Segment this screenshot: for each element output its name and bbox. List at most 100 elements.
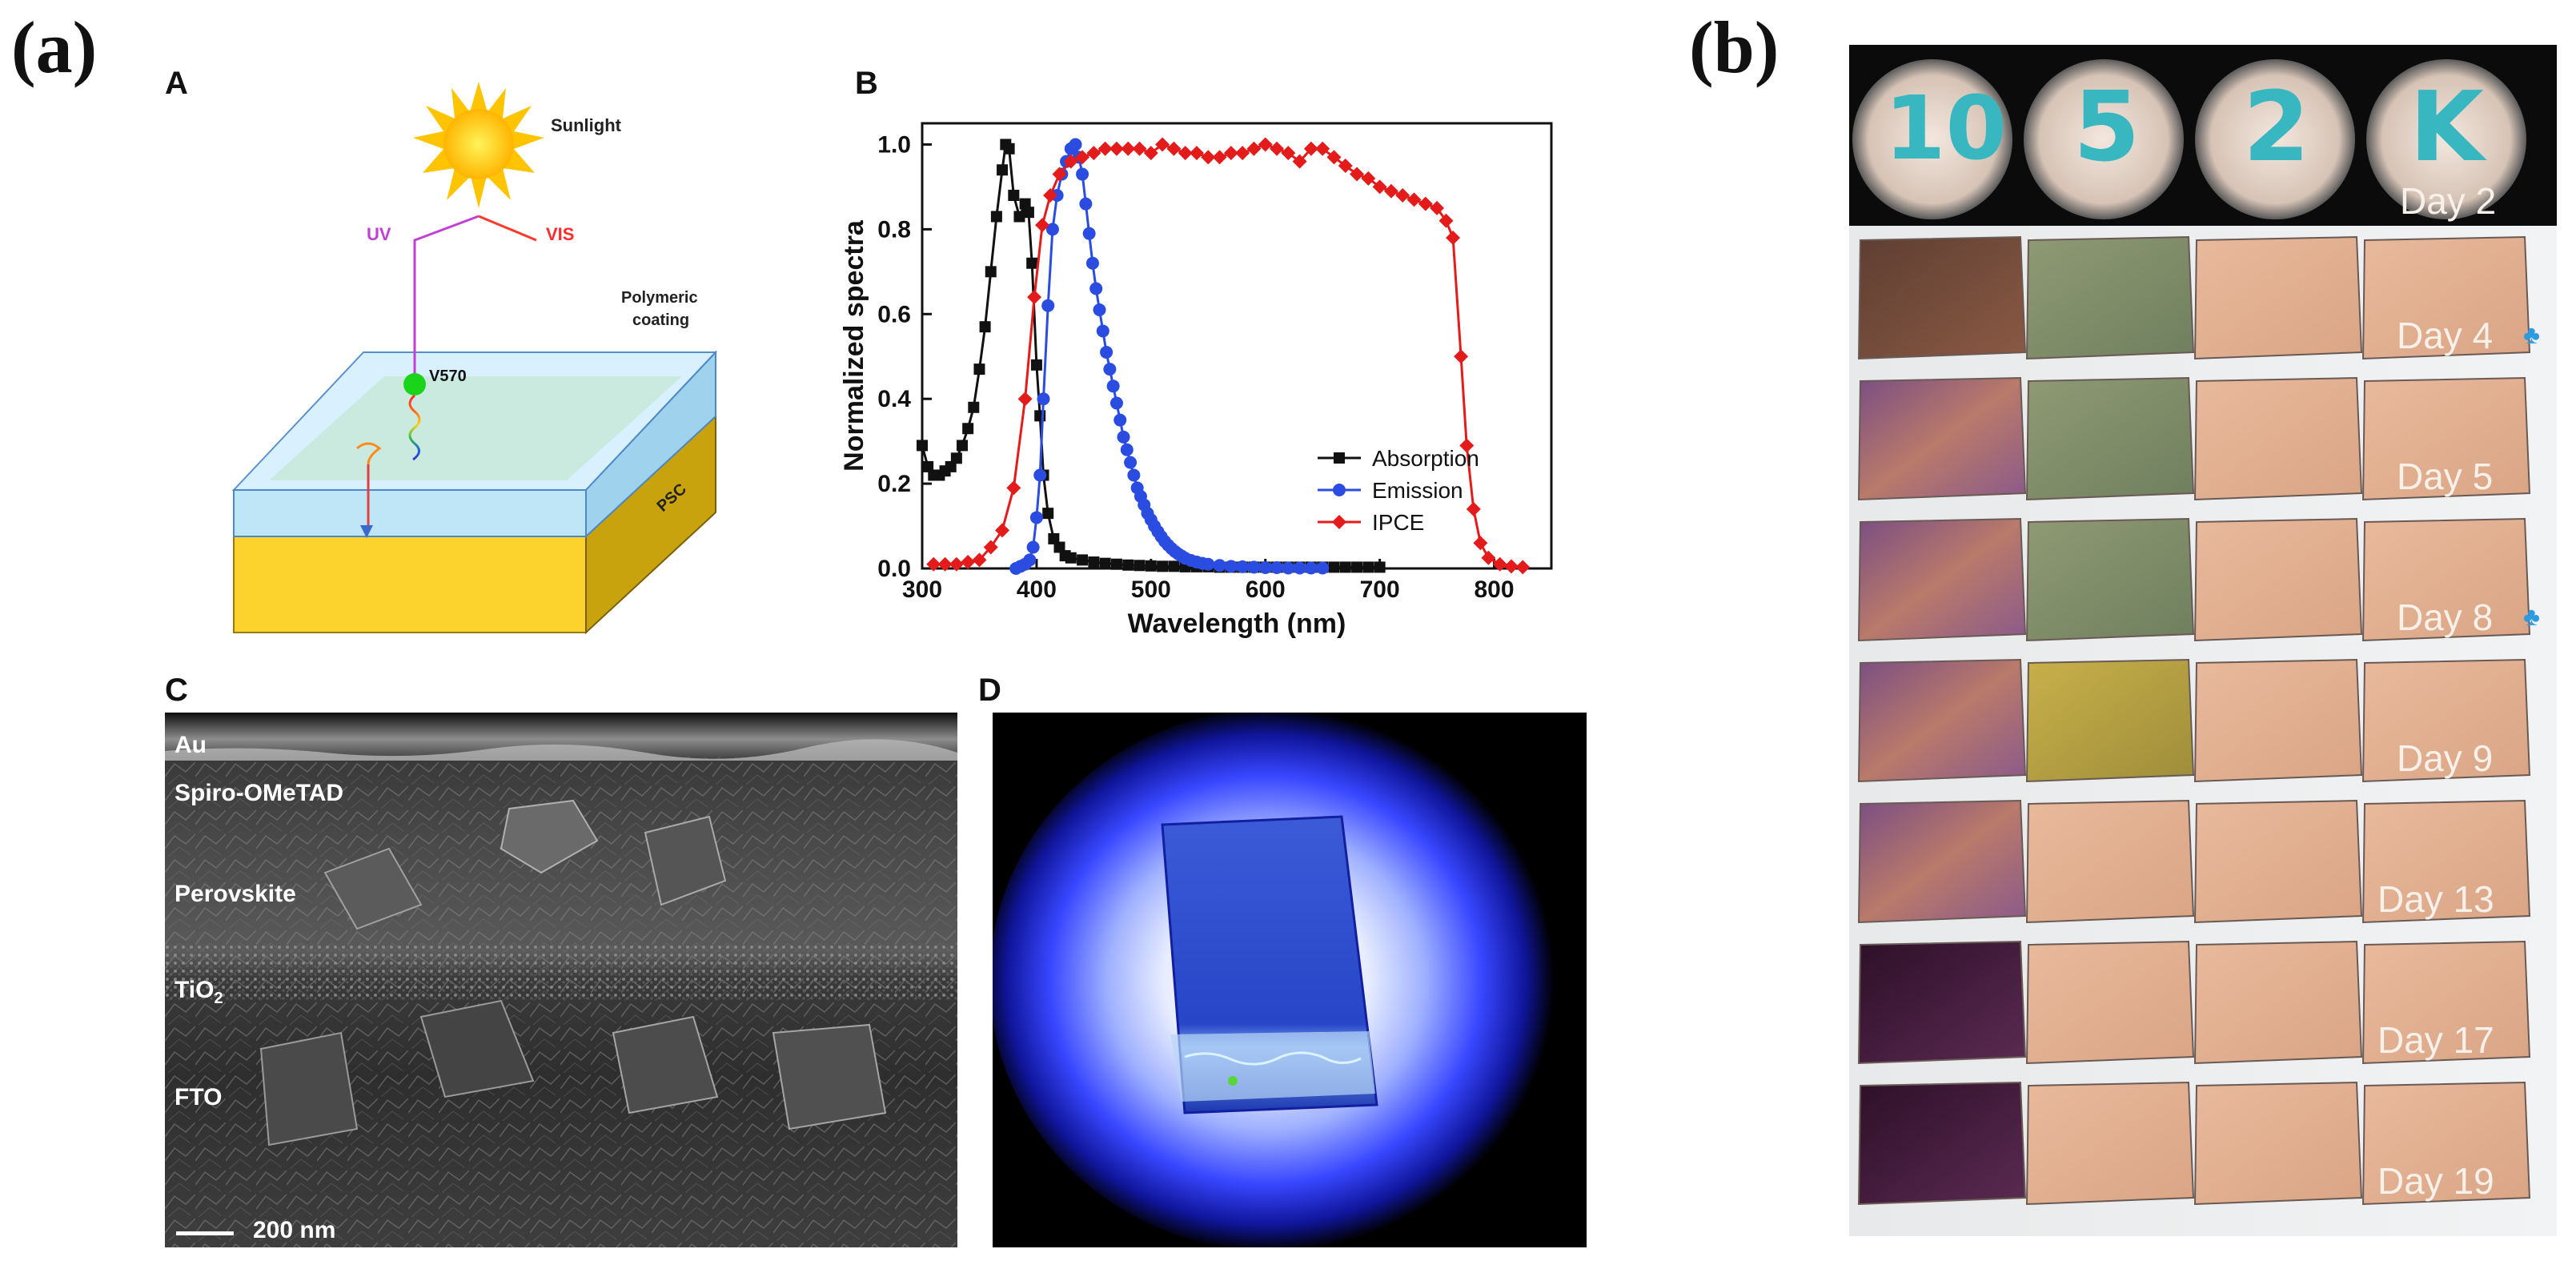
absorption-point xyxy=(1351,561,1363,573)
ipce-point xyxy=(1178,146,1193,161)
x-axis-label: Wavelength (nm) xyxy=(1128,608,1346,639)
panel-letter-a: A xyxy=(165,66,188,101)
sample-row xyxy=(1857,1081,2531,1206)
absorption-point xyxy=(1019,198,1031,210)
absorption-point xyxy=(1013,211,1025,223)
absorption-point xyxy=(1048,532,1060,544)
legend-label-emission: Emission xyxy=(1372,478,1463,503)
sample-film xyxy=(2025,658,2195,783)
coating-label-line1: Polymeric xyxy=(621,289,698,307)
ipce-point xyxy=(1155,137,1170,152)
ipce-point xyxy=(1189,146,1204,161)
layer-label-fto: FTO xyxy=(175,1084,223,1110)
ipce-point xyxy=(1418,196,1433,211)
sem-cross-section-image: Au Spiro-OMeTAD Perovskite TiO2 FTO 200 … xyxy=(165,713,957,1247)
ipce-point xyxy=(1132,141,1147,156)
y-tick-label: 0.0 xyxy=(877,556,911,582)
emission-point xyxy=(1029,511,1043,524)
ipce-point xyxy=(1446,230,1461,245)
ipce-point xyxy=(937,556,953,572)
ipce-point xyxy=(1492,556,1507,572)
day-label: Day 13 xyxy=(2377,878,2494,920)
emission-point xyxy=(1113,413,1127,427)
emission-point xyxy=(1213,559,1226,572)
absorption-point xyxy=(1168,560,1180,572)
sample-film xyxy=(2193,517,2363,642)
absorption-point xyxy=(1362,561,1374,573)
ipce-point xyxy=(1454,349,1469,364)
y-tick-label: 0.2 xyxy=(877,471,911,497)
sample-row xyxy=(1857,799,2531,924)
ipce-point xyxy=(1338,158,1353,173)
absorption-point xyxy=(1030,359,1042,371)
ipce-point xyxy=(1043,188,1058,203)
legend-label-ipce: IPCE xyxy=(1372,510,1424,535)
absorption-point xyxy=(1077,554,1089,566)
ipce-point xyxy=(1292,154,1307,169)
sample-row xyxy=(1857,376,2531,501)
day-label-top: Day 2 xyxy=(2400,180,2497,222)
ipce-point xyxy=(1326,150,1342,165)
absorption-point xyxy=(968,401,980,413)
emission-point xyxy=(1258,560,1272,574)
sample-row xyxy=(1857,658,2531,783)
emission-point xyxy=(1124,456,1138,469)
sample-film xyxy=(2025,799,2195,924)
layer-label-tio2: TiO2 xyxy=(175,977,223,1008)
absorption-point xyxy=(1339,561,1351,573)
ipce-point xyxy=(1006,480,1021,496)
sample-film xyxy=(2193,235,2363,360)
ipce-point xyxy=(1052,167,1067,182)
emission-point xyxy=(1082,227,1096,240)
ipce-point xyxy=(1406,192,1422,207)
ipce-point xyxy=(1027,290,1042,305)
ipce-point xyxy=(1383,183,1398,199)
sample-film xyxy=(2361,517,2531,642)
emission-point xyxy=(1079,197,1093,211)
ipce-point xyxy=(1063,154,1078,169)
y-tick-label: 0.8 xyxy=(877,216,911,243)
absorption-point xyxy=(950,452,962,464)
day-label: Day 17 xyxy=(2377,1019,2494,1061)
absorption-point xyxy=(979,321,991,333)
day-label: Day 8 xyxy=(2397,596,2494,638)
sample-film xyxy=(1857,235,2027,360)
emission-point xyxy=(1045,223,1059,236)
sample-film xyxy=(2361,658,2531,783)
emission-line xyxy=(1015,142,1323,570)
ipce-point xyxy=(1097,141,1113,156)
ipce-point xyxy=(1395,188,1410,203)
ipce-point xyxy=(1430,200,1445,215)
ipce-point xyxy=(1086,146,1101,161)
ipce-point xyxy=(995,523,1010,538)
panel-letter-c: C xyxy=(165,673,188,708)
uv-label: UV xyxy=(367,224,391,244)
series-ipce xyxy=(926,137,1531,575)
legend-label-absorption: Absorption xyxy=(1372,446,1479,471)
emission-point xyxy=(1236,560,1250,573)
layer-label-spiro: Spiro-OMeTAD xyxy=(175,780,344,806)
absorption-point xyxy=(1088,556,1100,568)
emission-point xyxy=(1270,560,1284,574)
ipce-point xyxy=(1166,141,1182,156)
absorption-point xyxy=(917,440,928,452)
ipce-point xyxy=(1466,501,1481,516)
ipce-point xyxy=(949,556,964,572)
emission-point xyxy=(1033,468,1047,482)
panel-letter-d: D xyxy=(978,673,1001,708)
sample-film xyxy=(1857,1081,2027,1206)
figure-label-b: (b) xyxy=(1689,6,1780,88)
absorption-point xyxy=(1374,561,1386,573)
series-absorption xyxy=(917,139,1386,573)
absorption-point xyxy=(973,363,985,375)
ipce-point xyxy=(1143,146,1158,161)
absorption-point xyxy=(1328,561,1340,573)
emission-point xyxy=(1089,282,1103,295)
emission-point xyxy=(1023,553,1037,567)
sample-film xyxy=(2361,1081,2531,1206)
emission-point xyxy=(1076,167,1089,181)
v570-dot xyxy=(403,373,426,396)
sample-film xyxy=(2025,1081,2195,1206)
absorption-point xyxy=(1003,143,1015,155)
x-tick-label: 500 xyxy=(1131,576,1171,603)
